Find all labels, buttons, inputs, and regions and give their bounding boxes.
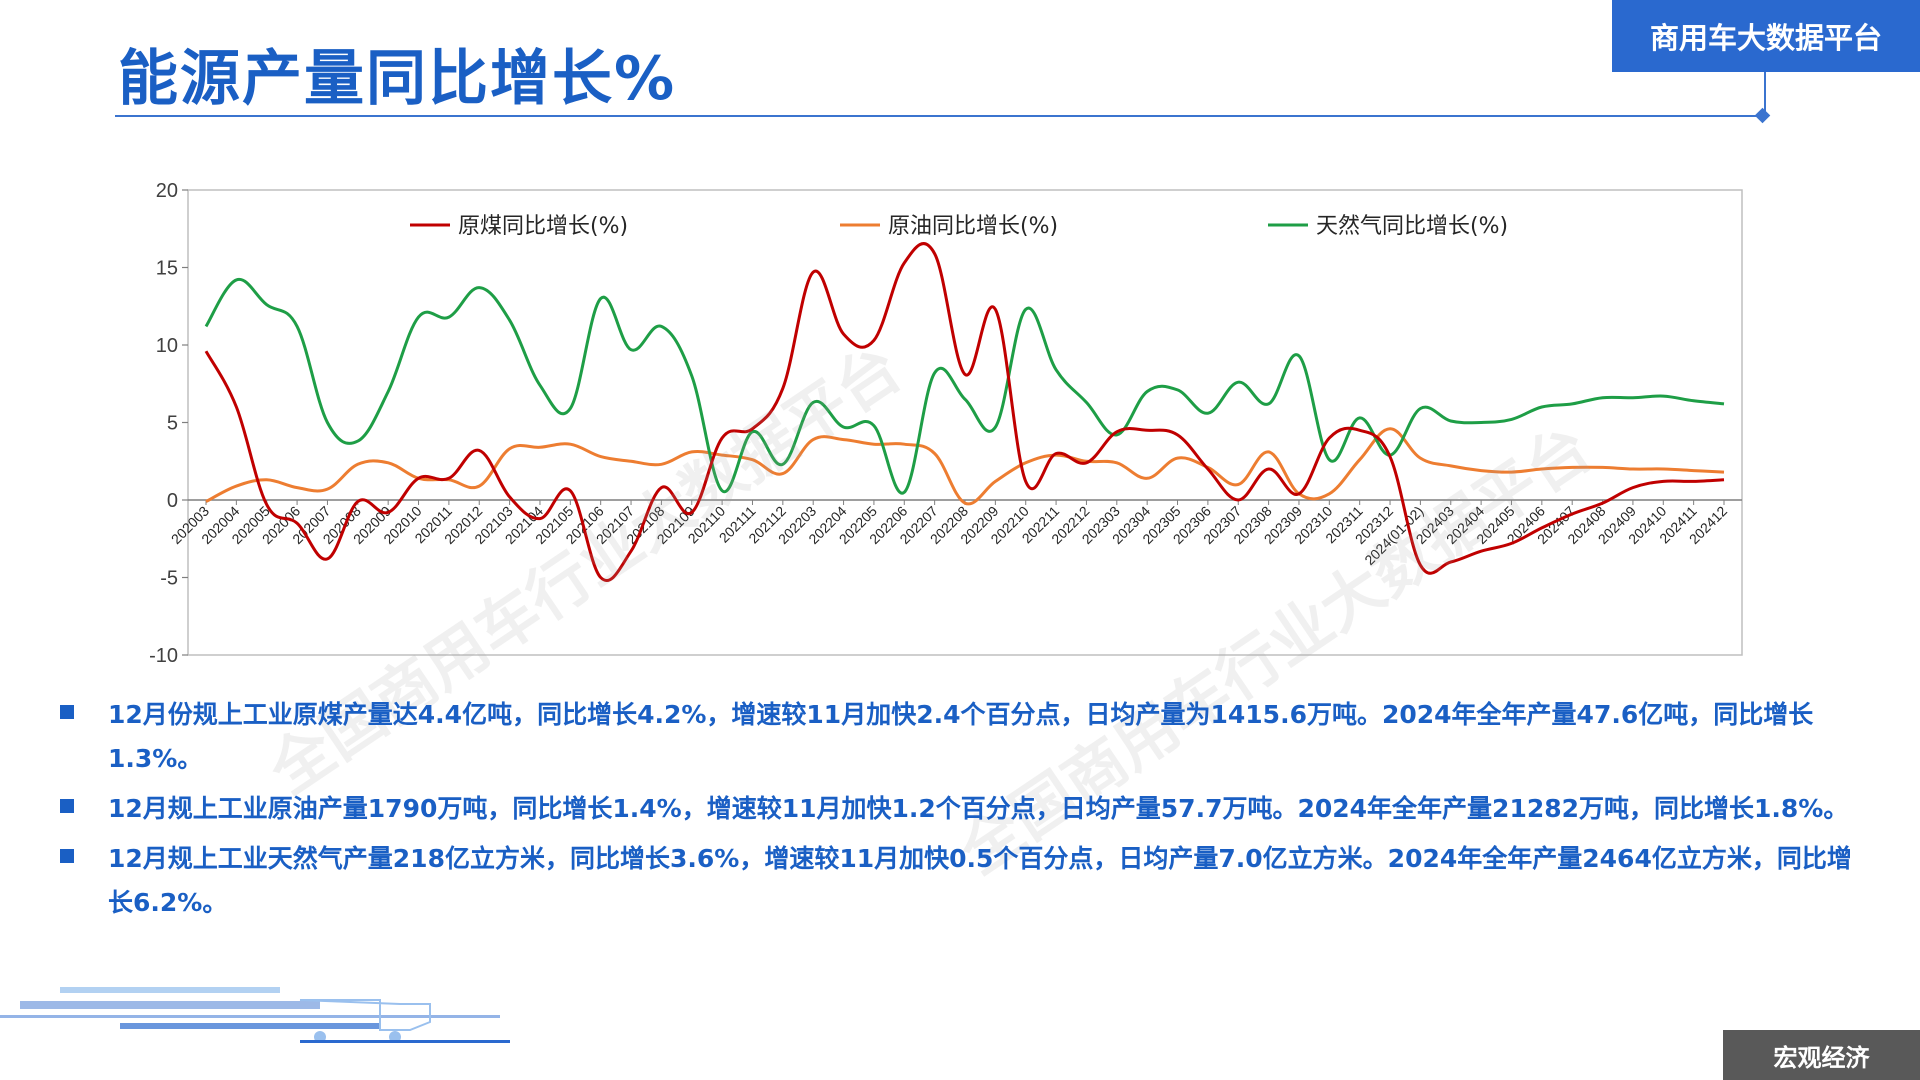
bullet-marker: [60, 849, 74, 863]
legend-label-0: 原煤同比增长(%): [458, 214, 628, 239]
bullet-oil: 12月规上工业原油产量1790万吨，同比增长1.4%，增速较11月加快1.2个百…: [60, 787, 1860, 831]
chart-legend: 原煤同比增长(%) 原油同比增长(%) 天然气同比增长(%): [410, 214, 1508, 239]
series-line-2: [204, 278, 1725, 495]
brand-stem: [1764, 72, 1766, 117]
section-tag: 宏观经济: [1723, 1030, 1920, 1080]
bullet-gas: 12月规上工业天然气产量218亿立方米，同比增长3.6%，增速较11月加快0.5…: [60, 837, 1860, 925]
bullet-coal: 12月份规上工业原煤产量达4.4亿吨，同比增长4.2%，增速较11月加快2.4个…: [60, 693, 1860, 781]
y-tick-label: 10: [156, 335, 178, 357]
y-tick-label: 0: [167, 490, 178, 512]
plot-area-frame: [187, 189, 1743, 656]
summary-bullets: 12月份规上工业原煤产量达4.4亿吨，同比增长4.2%，增速较11月加快2.4个…: [60, 693, 1860, 931]
bullet-text-gas: 12月规上工业天然气产量218亿立方米，同比增长3.6%，增速较11月加快0.5…: [108, 844, 1852, 917]
title-divider: [115, 115, 1763, 117]
y-tick-label: -5: [160, 568, 178, 590]
bullet-marker: [60, 705, 74, 719]
series-line-0: [204, 242, 1725, 582]
chart-series: [204, 242, 1725, 582]
y-tick-label: 15: [156, 258, 178, 280]
truck-decoration-icon: [0, 987, 510, 1043]
brand-tag: 商用车大数据平台: [1612, 0, 1920, 72]
series-line-1: [205, 427, 1725, 506]
y-tick-label: 5: [167, 413, 178, 435]
bullet-marker: [60, 799, 74, 813]
legend-label-1: 原油同比增长(%): [888, 214, 1058, 239]
bullet-text-oil: 12月规上工业原油产量1790万吨，同比增长1.4%，增速较11月加快1.2个百…: [108, 794, 1849, 823]
page-title: 能源产量同比增长%: [118, 44, 677, 114]
chart-axes: -10-505101520202003202004202005202006202…: [149, 180, 1743, 667]
energy-yoy-line-chart: -10-505101520202003202004202005202006202…: [149, 180, 1743, 667]
bullet-text-coal: 12月份规上工业原煤产量达4.4亿吨，同比增长4.2%，增速较11月加快2.4个…: [108, 700, 1814, 773]
legend-label-2: 天然气同比增长(%): [1316, 214, 1508, 239]
y-tick-label: -10: [149, 645, 178, 667]
y-tick-label: 20: [156, 180, 178, 202]
